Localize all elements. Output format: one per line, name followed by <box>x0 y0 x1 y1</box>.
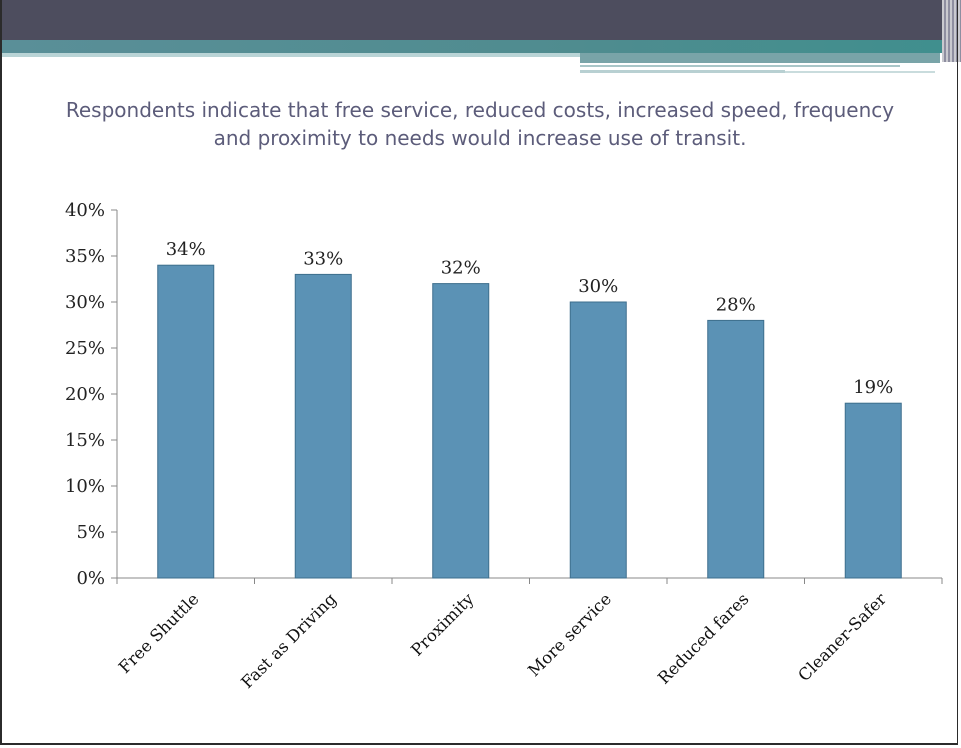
bar-more-service <box>569 301 627 579</box>
data-labels: 34% 33% 32% 30% 28% 19% <box>166 239 894 398</box>
x-axis <box>116 577 943 584</box>
header-accent-line <box>580 70 785 73</box>
y-tick-label: 0% <box>76 568 105 589</box>
y-axis: 0% 5% 10% 15% 20% 25% 30% 35% 40% <box>65 200 118 589</box>
category-label: Reduced fares <box>654 589 752 687</box>
header-stripe <box>0 40 961 53</box>
bar-cleaner-safer <box>844 402 902 579</box>
data-label: 34% <box>166 239 206 260</box>
corner-decoration <box>942 0 961 62</box>
y-tick-label: 10% <box>65 476 105 497</box>
data-label: 33% <box>303 248 343 269</box>
category-label: Cleaner-Safer <box>794 589 890 685</box>
category-labels: Free Shuttle Fast as Driving Proximity More… <box>115 589 890 692</box>
data-label: 30% <box>578 276 618 297</box>
header-light-stripe <box>0 53 580 57</box>
y-tick-label: 5% <box>76 522 105 543</box>
bar-proximity <box>432 283 490 579</box>
bar-fast-as-driving <box>294 273 352 579</box>
category-label: Proximity <box>407 589 478 660</box>
data-label: 19% <box>853 377 893 398</box>
category-label: Fast as Driving <box>237 589 340 692</box>
y-tick-label: 25% <box>65 338 105 359</box>
header-accent-block <box>580 53 940 63</box>
y-tick-label: 20% <box>65 384 105 405</box>
bars <box>157 264 902 579</box>
header-accent-line <box>785 71 935 73</box>
bar-reduced-fares <box>707 319 765 579</box>
data-label: 28% <box>716 294 756 315</box>
bar-free-shuttle <box>157 264 215 579</box>
category-label: Free Shuttle <box>115 589 203 677</box>
header-band <box>0 0 961 40</box>
y-tick-label: 35% <box>65 246 105 267</box>
data-label: 32% <box>441 258 481 279</box>
y-tick-label: 30% <box>65 292 105 313</box>
header-accent-line <box>580 65 900 67</box>
category-label: More service <box>524 589 615 680</box>
y-tick-label: 40% <box>65 200 105 221</box>
slide-subtitle: Respondents indicate that free service, … <box>65 98 895 150</box>
y-tick-label: 15% <box>65 430 105 451</box>
